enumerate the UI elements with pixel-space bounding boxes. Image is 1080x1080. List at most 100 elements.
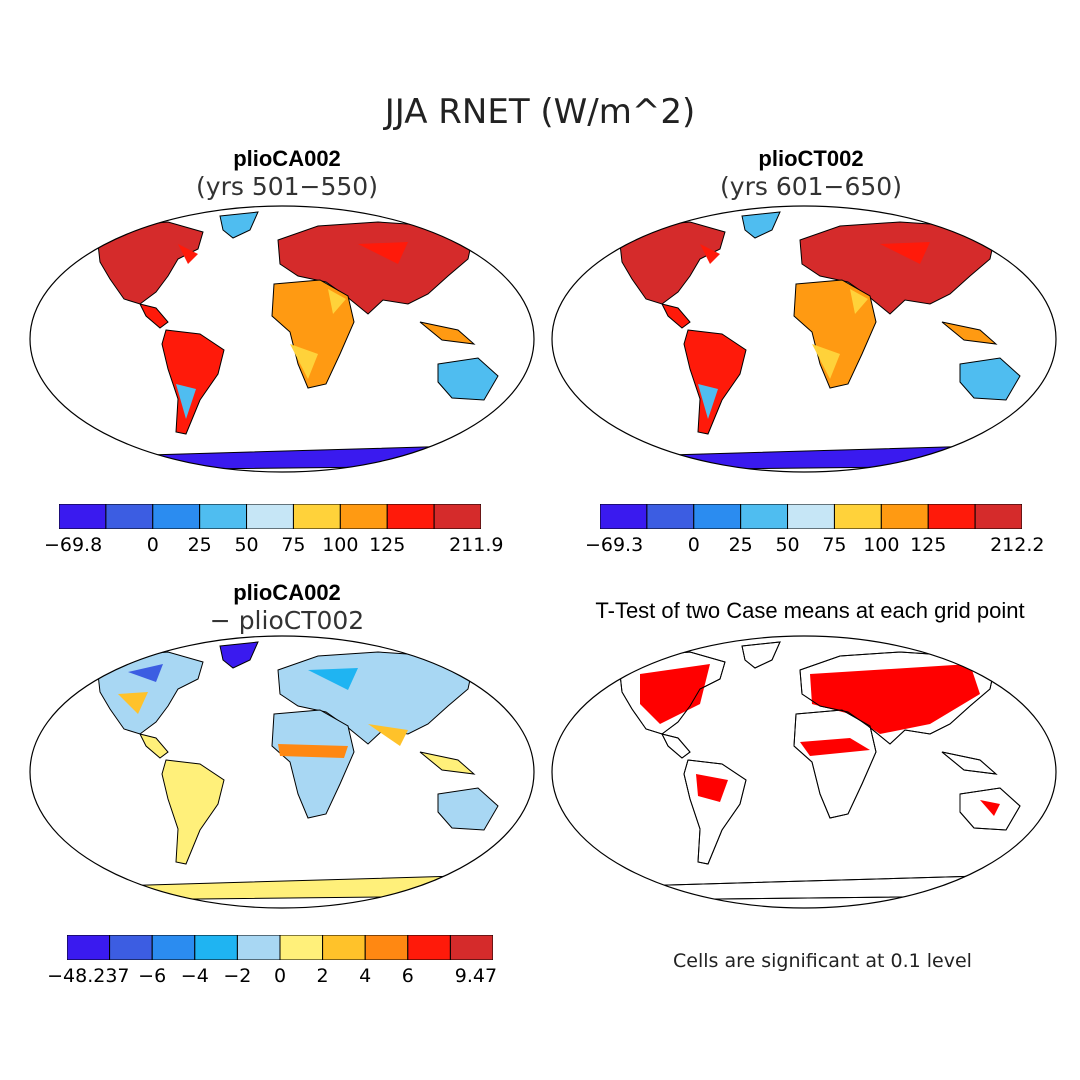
field-patch (880, 242, 930, 264)
colorbar-swatch (322, 935, 366, 960)
colorbar-label: 4 (359, 965, 372, 987)
colorbar-label: −4 (180, 965, 209, 987)
map-border (29, 205, 535, 473)
landmass-southAmerica (683, 759, 747, 865)
landmass-southAmerica (161, 329, 225, 435)
significance-note: Cells are significant at 0.1 level (673, 950, 972, 972)
map-bottom-right (551, 635, 1057, 909)
panel-subtitle-bottom-left: − plioCT002 (209, 606, 365, 635)
coastline (793, 709, 877, 819)
landmass-antarctica (629, 445, 991, 471)
colorbar-label: −2 (223, 965, 252, 987)
colorbar-swatch (833, 504, 882, 529)
colorbar-swatch (974, 504, 1022, 529)
colorbar-swatch (236, 935, 281, 960)
landmass-centralAm (139, 303, 169, 329)
landmass-australia (437, 357, 499, 401)
field-patch (176, 384, 196, 419)
coastline (619, 651, 726, 735)
map-top-left (29, 205, 535, 473)
colorbar-label: 100 (322, 534, 359, 556)
colorbar-label: 50 (234, 534, 259, 556)
colorbar-label: 75 (822, 534, 847, 556)
landmass-greenland (219, 641, 259, 669)
landmass-australia (437, 787, 499, 831)
colorbar-label: 9.47 (454, 965, 498, 987)
significant-region (810, 664, 980, 734)
map-bottom-left (29, 635, 535, 909)
field-patch (700, 244, 720, 264)
colorbar-swatch (787, 504, 835, 529)
landmass-indonesia (419, 321, 476, 345)
panel-title-top-right: plioCT002 (758, 146, 864, 171)
colorbar-swatch (67, 935, 111, 960)
landmass-indonesia (419, 751, 476, 775)
field-patch (812, 344, 840, 379)
field-patch (850, 289, 868, 314)
significant-region (980, 800, 1000, 816)
colorbar-label: −48.237 (47, 965, 130, 987)
colorbar-bottom-left: −48.237 −6 −4 −2 0 2 4 6 9.47 (47, 935, 497, 987)
colorbar-label: 211.9 (449, 534, 504, 556)
field-patch (128, 664, 163, 682)
colorbar-swatch (386, 504, 435, 529)
colorbar-top-left: −69.8 0 25 50 75 100 125 211.9 (44, 504, 504, 556)
colorbar-swatch (880, 504, 929, 529)
landmass-greenland (741, 211, 781, 239)
colorbar-swatch (600, 504, 648, 529)
colorbar-label: 0 (273, 965, 287, 987)
landmass-africa (793, 279, 877, 389)
landmass-northAmerica (97, 651, 204, 735)
colorbar-swatch (433, 504, 481, 529)
colorbar-label: −6 (138, 965, 167, 987)
colorbar-label: 0 (687, 534, 700, 556)
landmass-centralAm (661, 303, 691, 329)
field-patch (698, 384, 718, 419)
colorbar-swatch (152, 504, 201, 529)
colorbar-label: 125 (910, 534, 947, 556)
map-top-right (551, 205, 1057, 473)
landmass-centralAm (139, 733, 169, 759)
field-patch (118, 692, 148, 714)
colorbar-label: 75 (281, 534, 306, 556)
landmass-southAmerica (161, 759, 225, 865)
landmass-australia (959, 357, 1021, 401)
field-patch (308, 668, 358, 690)
significant-region (696, 774, 728, 802)
landmass-indonesia (941, 321, 998, 345)
field-patch (328, 289, 346, 314)
colorbar-swatch (646, 504, 695, 529)
landmass-africa (271, 709, 355, 819)
panel-title-top-left: plioCA002 (233, 146, 341, 171)
landmass-africa (271, 279, 355, 389)
coastline (941, 751, 998, 775)
field-patch (358, 242, 408, 264)
field-patch (368, 724, 408, 746)
coastline (959, 787, 1021, 831)
figure-title: JJA RNET (W/m^2) (384, 92, 696, 132)
panel-title-bottom-right: T-Test of two Case means at each grid po… (595, 598, 1025, 623)
map-border (551, 205, 1057, 473)
field-patch (290, 344, 318, 379)
landmass-greenland (219, 211, 259, 239)
colorbar-swatch (292, 504, 341, 529)
colorbar-swatch (449, 935, 493, 960)
colorbar-swatch (339, 504, 388, 529)
coastline (661, 733, 691, 759)
colorbar-label: 2 (316, 965, 329, 987)
colorbar-swatch (927, 504, 976, 529)
coastline (683, 759, 747, 865)
colorbar-top-right: −69.3 0 25 50 75 100 125 212.2 (585, 504, 1045, 556)
colorbar-swatch (693, 504, 742, 529)
map-border (551, 635, 1057, 909)
panel-subtitle-top-left: (yrs 501−550) (196, 172, 378, 201)
significant-region (640, 664, 710, 724)
colorbar-swatch (109, 935, 153, 960)
colorbar-swatch (105, 504, 154, 529)
colorbar-swatch (740, 504, 789, 529)
colorbar-label: 100 (863, 534, 900, 556)
colorbar-label: 212.2 (990, 534, 1045, 556)
colorbar-swatch (246, 504, 294, 529)
colorbar-label: 0 (146, 534, 159, 556)
colorbar-swatch (194, 935, 238, 960)
